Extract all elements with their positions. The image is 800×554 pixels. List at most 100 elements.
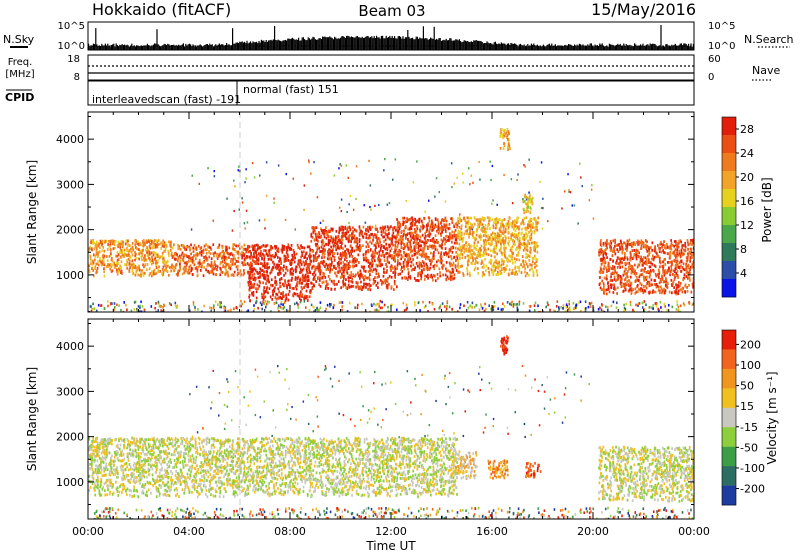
power-noise-cell	[601, 303, 603, 307]
nsky-bar	[97, 46, 99, 50]
power-echo-cell	[492, 231, 494, 235]
power-echo-cell	[270, 254, 273, 258]
power-echo-cell	[258, 252, 260, 256]
nsky-bar	[331, 37, 333, 50]
power-echo-cell	[249, 249, 251, 253]
power-echo-cell	[445, 251, 447, 254]
power-echo-cell	[442, 239, 445, 242]
power-echo-cell	[461, 246, 464, 250]
nsky-bar	[456, 39, 458, 50]
power-echo-cell	[475, 237, 478, 241]
power-echo-cell	[144, 241, 146, 245]
nsky-bar	[155, 43, 157, 50]
power-noise-cell	[518, 300, 521, 304]
nsky-bar	[580, 44, 582, 50]
nsky-bar	[354, 37, 356, 50]
power-echo-cell	[327, 275, 330, 278]
power-echo-cell	[290, 248, 293, 251]
power-echo-cell	[465, 241, 467, 244]
power-echo-cell	[426, 266, 429, 270]
power-noise-cell	[660, 306, 662, 309]
power-echo-cell	[507, 227, 509, 231]
power-sparse-cell	[263, 218, 266, 221]
power-echo-cell	[283, 274, 285, 277]
power-echo-cell	[431, 275, 433, 279]
power-echo-cell	[495, 243, 498, 247]
power-echo-cell	[283, 283, 285, 287]
power-noise-cell	[133, 308, 136, 311]
power-echo-cell	[386, 286, 389, 290]
power-echo-cell	[342, 232, 344, 236]
power-noise-cell	[192, 303, 195, 307]
power-echo-cell	[181, 272, 184, 276]
nsky-bar	[128, 46, 130, 50]
power-echo-cell	[350, 250, 352, 254]
power-echo-cell	[337, 280, 340, 283]
power-echo-cell	[624, 242, 627, 246]
power-echo-cell	[463, 232, 466, 236]
power-echo-cell	[330, 279, 333, 283]
power-sparse-cell	[451, 186, 453, 189]
power-echo-cell	[232, 253, 234, 257]
power-noise-cell	[280, 306, 283, 310]
power-echo-cell	[441, 225, 444, 229]
power-echo-cell	[159, 269, 161, 273]
nsky-bar	[666, 44, 668, 50]
power-echo-cell	[412, 258, 414, 261]
power-echo-cell	[299, 294, 302, 298]
power-echo-cell	[451, 217, 454, 221]
power-echo-cell	[482, 251, 485, 255]
power-noise-cell	[553, 309, 555, 312]
nsky-bar	[180, 45, 182, 50]
power-echo-cell	[502, 129, 505, 133]
power-echo-cell	[237, 256, 240, 260]
power-noise-cell	[539, 310, 542, 312]
power-noise-cell	[176, 304, 179, 308]
power-echo-cell	[405, 260, 408, 264]
power-noise-cell	[632, 308, 634, 312]
power-echo-cell	[267, 291, 269, 295]
power-echo-cell	[459, 238, 461, 241]
power-echo-cell	[107, 243, 109, 246]
power-echo-cell	[513, 257, 516, 261]
nsky-bar	[202, 46, 204, 50]
power-noise-cell	[100, 304, 103, 307]
power-echo-cell	[300, 250, 303, 254]
power-echo-cell	[124, 242, 127, 246]
power-echo-cell	[456, 221, 459, 225]
power-echo-cell	[188, 255, 190, 258]
nsky-bar	[283, 40, 285, 50]
power-echo-cell	[478, 225, 480, 229]
power-echo-cell	[339, 276, 342, 280]
power-echo-cell	[356, 240, 358, 244]
power-echo-cell	[321, 281, 324, 285]
power-echo-cell	[356, 238, 359, 242]
power-echo-cell	[383, 253, 385, 257]
power-echo-cell	[270, 258, 273, 262]
power-echo-cell	[485, 230, 488, 234]
power-echo-cell	[102, 263, 105, 267]
power-echo-cell	[227, 273, 229, 277]
nsky-bar	[404, 37, 406, 50]
power-echo-cell	[89, 245, 92, 249]
power-echo-cell	[300, 281, 302, 285]
power-echo-cell	[454, 264, 457, 268]
power-echo-cell	[317, 235, 320, 239]
power-echo-cell	[416, 251, 418, 255]
power-sparse-cell	[592, 217, 595, 220]
power-echo-cell	[367, 259, 370, 262]
power-echo-cell	[518, 225, 521, 229]
nsky-bar	[479, 40, 481, 50]
power-echo-cell	[140, 251, 143, 255]
power-echo-cell	[200, 246, 203, 249]
power-echo-cell	[347, 235, 350, 239]
power-echo-cell	[308, 263, 311, 267]
power-echo-cell	[443, 225, 446, 229]
power-echo-cell	[339, 253, 342, 257]
power-echo-cell	[412, 263, 415, 267]
power-echo-cell	[510, 234, 513, 238]
nsky-bar	[191, 45, 193, 50]
power-echo-cell	[375, 233, 378, 237]
power-echo-cell	[494, 235, 497, 239]
power-sparse-cell	[472, 181, 474, 184]
